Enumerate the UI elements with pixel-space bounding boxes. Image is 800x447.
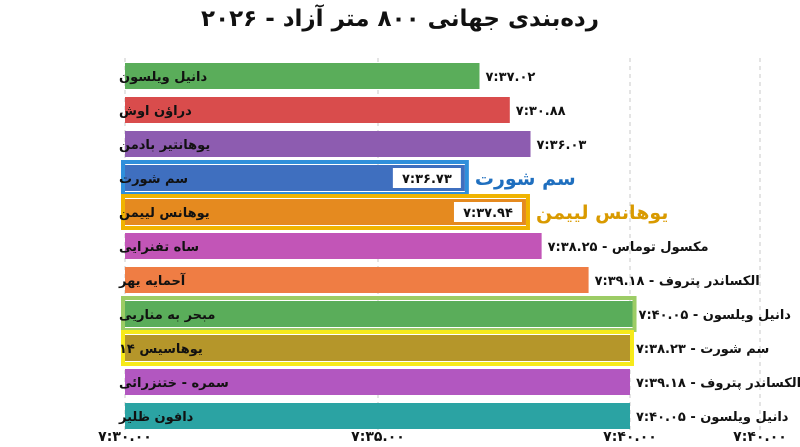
bar-highlight-frame <box>121 194 530 230</box>
value-label-box <box>392 168 461 188</box>
highlight-name: سم شورت <box>475 168 576 190</box>
bar <box>125 335 630 361</box>
x-tick-label: ۷:۳۵.۰۰ <box>351 429 405 445</box>
value-label: الکساندر پتروف - ۷:۳۹.۱۸ <box>595 274 760 289</box>
x-tick-label: ۷:۴۰.۰۰ <box>603 429 657 445</box>
category-label: سم شورت <box>119 172 188 187</box>
value-label: ۷:۳۶.۰۳ <box>537 138 587 153</box>
category-label: مبحر به مناریی <box>119 308 215 323</box>
category-label: سمره - ختنزرائی <box>119 376 229 391</box>
value-label: الکساندر پتروف - ۷:۳۹.۱۸ <box>636 376 800 391</box>
category-label: یوهانتیر بادمن <box>119 138 210 153</box>
bar <box>125 97 510 123</box>
value-label: دانیل ویلسون - ۷:۴۰.۰۵ <box>639 308 792 323</box>
bar-highlight-frame <box>121 330 634 366</box>
category-label: یوهاسیس ۱۴ <box>119 342 203 357</box>
bar <box>125 131 531 157</box>
x-tick-label: ۷:۳۰.۰۰ <box>98 429 152 445</box>
category-label: ساه تفنرایی <box>119 240 199 255</box>
bar <box>125 63 480 89</box>
value-label: ۷:۳۶.۷۳ <box>402 172 452 187</box>
value-label: مکسول توماس - ۷:۳۸.۲۵ <box>548 240 709 255</box>
bar <box>125 403 630 429</box>
value-label: سم شورت - ۷:۳۸.۲۳ <box>636 342 769 357</box>
value-label-box <box>453 202 522 222</box>
bar <box>125 267 589 293</box>
value-label: دانیل ویلسون - ۷:۴۰.۰۵ <box>636 410 789 425</box>
bar <box>125 301 633 327</box>
category-label: آحمایه یهر <box>118 272 186 289</box>
highlight-name: یوهانس لییمن <box>536 202 668 224</box>
chart-title: رده‌بندی جهانی ۸۰۰ متر آزاد - ۲۰۲۶ <box>201 6 599 32</box>
bar <box>125 233 542 259</box>
category-label: دافون ظلیر <box>118 410 194 425</box>
x-tick-label: ۷:۴۰.۰۰ <box>733 429 787 445</box>
category-label: دراؤن اوش <box>119 104 192 119</box>
bar <box>125 369 630 395</box>
value-label: ۷:۳۰.۸۸ <box>516 104 566 119</box>
category-label: یوهانس لییمن <box>119 206 210 221</box>
value-label: ۷:۳۷.۹۴ <box>463 206 513 221</box>
category-label: دانیل ویلسون <box>119 70 208 85</box>
value-label: ۷:۳۷.۰۲ <box>486 70 536 85</box>
